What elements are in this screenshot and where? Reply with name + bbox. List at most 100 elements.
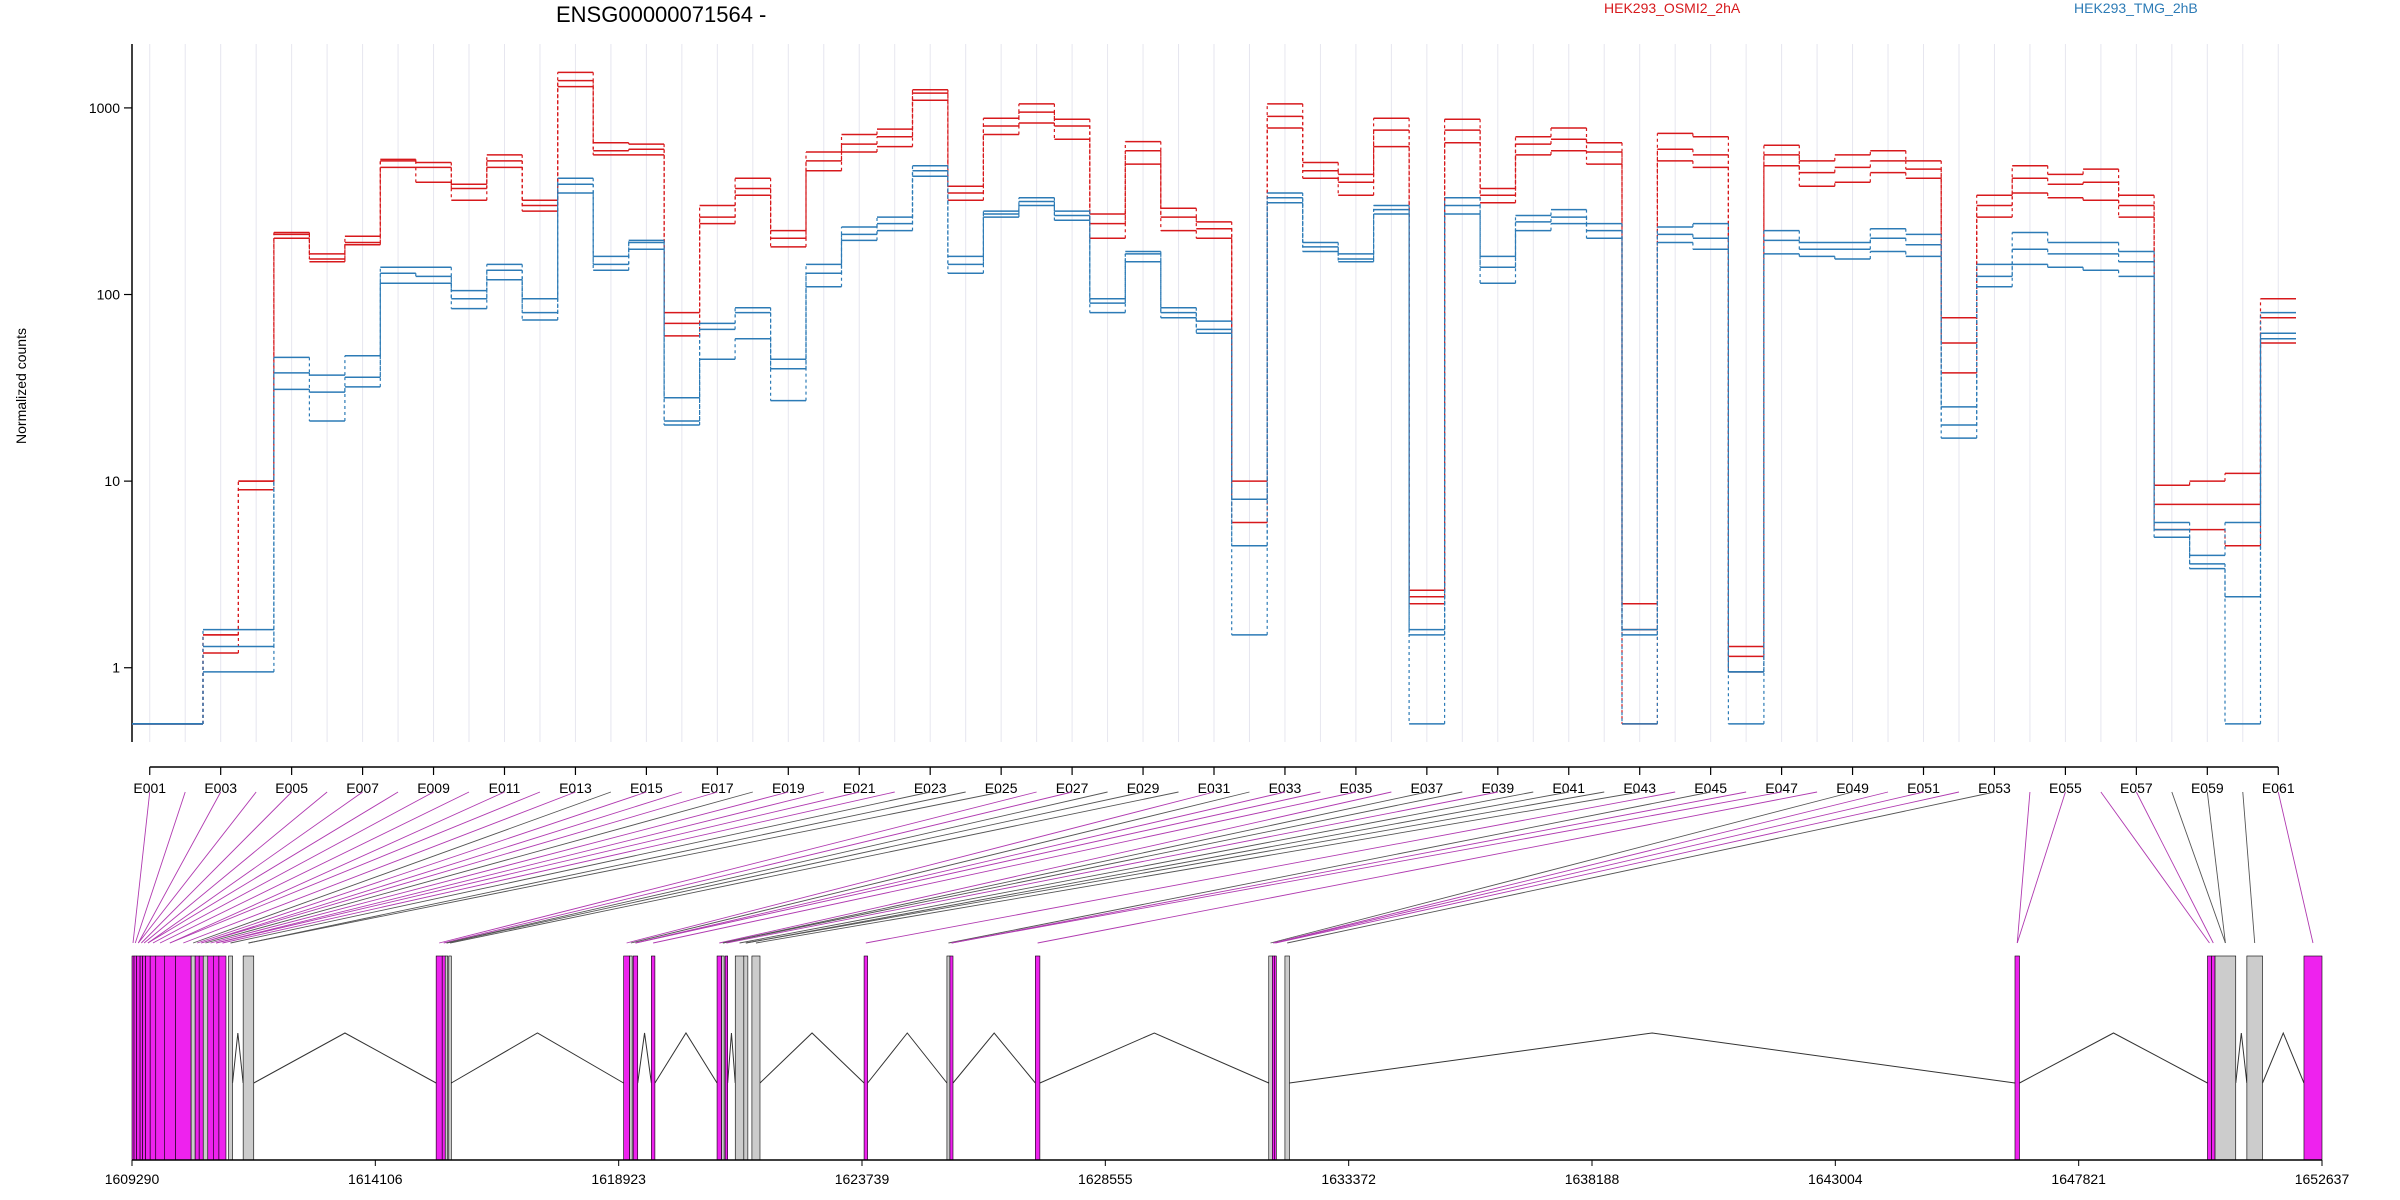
intron-8	[952, 1032, 1036, 1084]
exon-block-28	[721, 955, 725, 1161]
x-tick-label-E005: E005	[275, 780, 308, 796]
connector-E049	[1270, 791, 1853, 944]
exon-block-44	[2214, 955, 2237, 1161]
connector-E017	[201, 791, 718, 944]
connector-E031	[626, 791, 1215, 944]
connector-E058	[2171, 791, 2226, 944]
connector-E047	[951, 791, 1782, 944]
exon-block-18	[242, 955, 255, 1161]
legend-entry-tmg: HEK293_TMG_2hB	[2074, 0, 2198, 16]
legend-entry-osmi2: HEK293_OSMI2_2hA	[1604, 0, 1741, 16]
connector-E026	[439, 791, 1037, 944]
connector-E010	[159, 791, 470, 944]
connector-E029	[446, 791, 1144, 944]
connector-E044	[865, 791, 1676, 944]
series-2-joins	[202, 80, 2262, 724]
connector-E040	[739, 791, 1534, 944]
x-tick-label-E017: E017	[701, 780, 734, 796]
connector-E007	[147, 791, 363, 944]
connector-E036	[719, 791, 1392, 944]
connector-E051	[1273, 791, 1924, 944]
x-tick-label-E059: E059	[2191, 780, 2224, 796]
x-tick-label-E053: E053	[1978, 780, 2011, 796]
exon-block-22	[448, 955, 452, 1161]
y-axis: 1 10 100 1000	[89, 44, 133, 742]
x-tick-label-E061: E061	[2262, 780, 2295, 796]
connector-E028	[446, 791, 1108, 944]
x-tick-label-E007: E007	[346, 780, 379, 796]
exon-block-33	[863, 955, 868, 1161]
exon-block-17	[228, 955, 233, 1161]
exon-block-46	[2303, 955, 2323, 1161]
genome-label-1614106: 1614106	[348, 1171, 403, 1187]
exon-block-12	[198, 955, 204, 1161]
chart-title: ENSG00000071564 -	[556, 2, 766, 27]
y-tick-label-1: 1	[112, 660, 120, 676]
genome-label-1623739: 1623739	[835, 1171, 890, 1187]
x-tick-label-E051: E051	[1907, 780, 1940, 796]
intron-12	[2235, 1032, 2248, 1084]
intron-7	[867, 1032, 948, 1084]
connector-E057	[2135, 791, 2214, 944]
x-tick-label-E035: E035	[1340, 780, 1373, 796]
x-tick-label-E001: E001	[133, 780, 166, 796]
series-5-levels	[132, 170, 2296, 725]
connector-E003	[137, 791, 222, 944]
connector-E041	[745, 791, 1569, 944]
connector-E056	[2100, 791, 2210, 944]
genome-label-1633372: 1633372	[1321, 1171, 1376, 1187]
x-tick-label-E049: E049	[1836, 780, 1869, 796]
exon-block-20	[441, 955, 446, 1161]
genome-label-1643004: 1643004	[1808, 1171, 1863, 1187]
x-gridlines	[149, 44, 2279, 742]
connector-E012	[169, 791, 541, 944]
intron-3	[637, 1032, 652, 1084]
exon-block-0	[131, 955, 135, 1161]
connector-E018	[205, 791, 753, 944]
exon-block-26	[651, 955, 656, 1161]
connector-E023	[230, 791, 931, 944]
connector-E039	[726, 791, 1498, 944]
y-tick-label-100: 100	[97, 287, 121, 303]
connector-E001	[132, 791, 151, 944]
x-tick-label-E003: E003	[204, 780, 237, 796]
connector-E054	[2016, 791, 2031, 944]
exon-block-31	[743, 955, 749, 1161]
exon-block-30	[734, 955, 745, 1161]
exon-block-1	[133, 955, 137, 1161]
connector-E005	[141, 791, 292, 944]
exon-block-9	[175, 955, 192, 1161]
exon-block-13	[202, 955, 209, 1161]
exon-block-19	[435, 955, 443, 1161]
exon-block-43	[2211, 955, 2216, 1161]
exon-block-7	[155, 955, 165, 1161]
x-tick-label-E057: E057	[2120, 780, 2153, 796]
connector-E032	[630, 791, 1250, 944]
x-tick-label-E037: E037	[1411, 780, 1444, 796]
connector-E008	[147, 791, 399, 944]
connector-E013	[183, 791, 576, 944]
exon-block-10	[190, 955, 196, 1161]
connector-E059	[2206, 791, 2226, 944]
intron-13	[2262, 1031, 2305, 1084]
series-5-joins	[202, 170, 2262, 724]
exon-block-42	[2207, 955, 2212, 1161]
x-tick-label-E027: E027	[1056, 780, 1089, 796]
exon-block-16	[218, 955, 227, 1161]
intron-4	[654, 1032, 718, 1084]
exon-block-37	[1268, 955, 1273, 1161]
connector-E025	[248, 791, 1002, 944]
exon-block-38	[1271, 955, 1275, 1161]
exon-block-24	[629, 955, 633, 1161]
genome-label-1647821: 1647821	[2051, 1171, 2106, 1187]
exon-block-41	[2014, 955, 2020, 1161]
connector-E046	[951, 791, 1747, 944]
genome-label-1618923: 1618923	[591, 1171, 646, 1187]
exon-block-40	[1284, 955, 1290, 1161]
connector-E048	[1037, 791, 1818, 944]
connector-E022	[222, 791, 895, 944]
x-tick-label-E055: E055	[2049, 780, 2082, 796]
connector-E052	[1275, 791, 1960, 944]
connector-E009	[152, 791, 434, 944]
genome-label-1628555: 1628555	[1078, 1171, 1133, 1187]
